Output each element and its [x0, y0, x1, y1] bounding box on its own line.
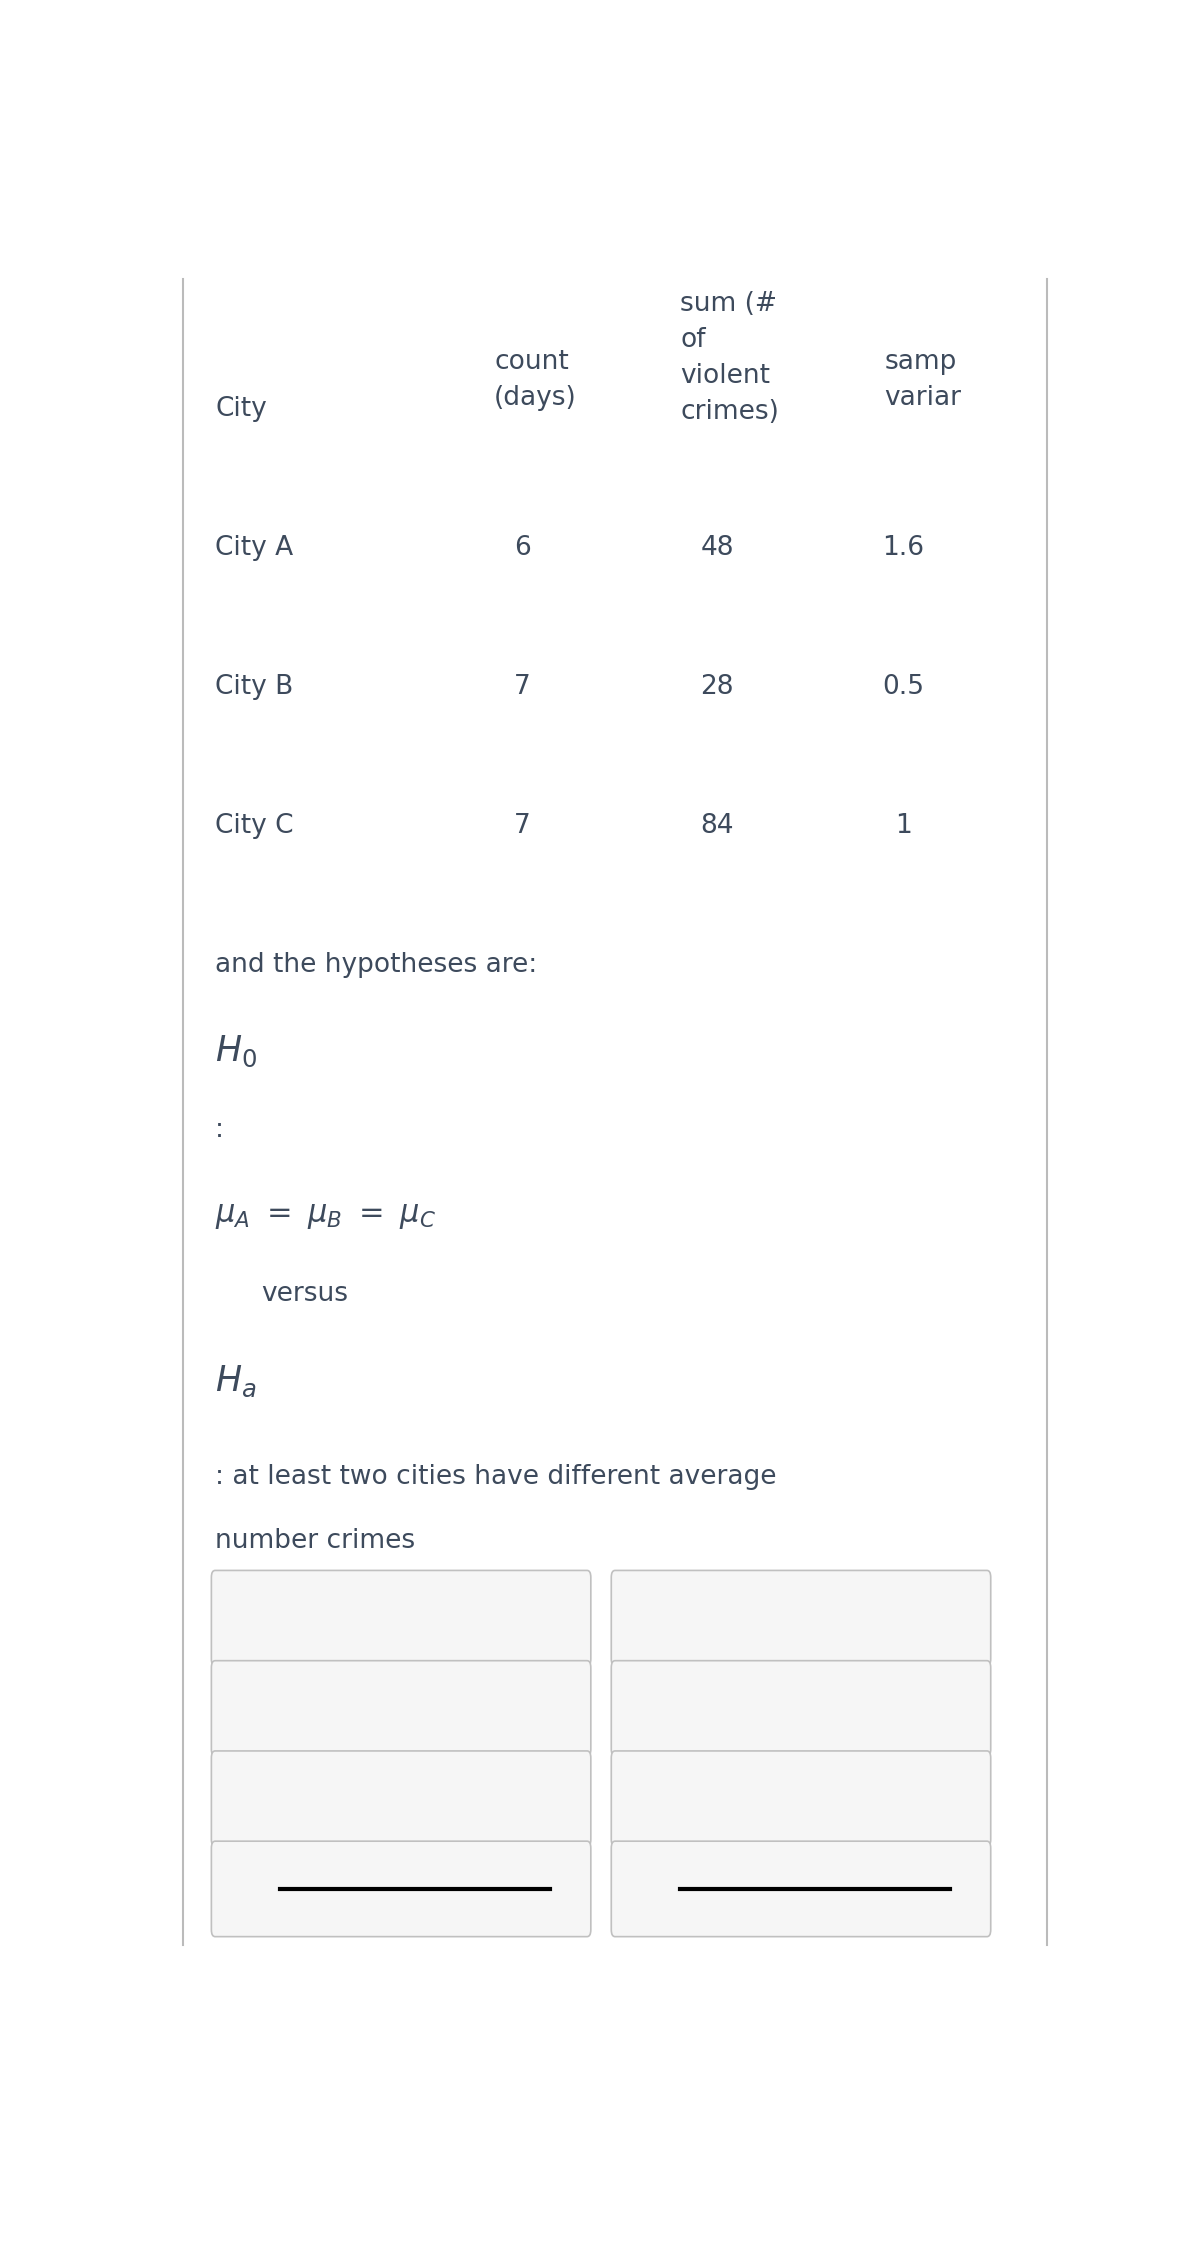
- FancyBboxPatch shape: [611, 1571, 991, 1666]
- Text: and the hypotheses are:: and the hypotheses are:: [215, 951, 538, 978]
- FancyBboxPatch shape: [211, 1661, 590, 1756]
- Text: samp
variar: samp variar: [884, 349, 961, 410]
- Text: City C: City C: [215, 814, 294, 838]
- Text: number crimes: number crimes: [215, 1528, 415, 1553]
- Text: $H_0$: $H_0$: [215, 1035, 257, 1068]
- Text: : at least two cities have different average: : at least two cities have different ave…: [215, 1463, 776, 1490]
- Text: 84: 84: [701, 814, 734, 838]
- Text: sum (#
of
violent
crimes): sum (# of violent crimes): [680, 291, 779, 426]
- Text: 7: 7: [514, 674, 530, 701]
- Text: 0.5: 0.5: [882, 674, 924, 701]
- Text: 28: 28: [701, 674, 734, 701]
- Text: versus: versus: [262, 1283, 349, 1307]
- Text: City A: City A: [215, 534, 293, 561]
- FancyBboxPatch shape: [611, 1842, 991, 1936]
- Text: $\mu_A \ = \ \mu_B \ = \ \mu_C$: $\mu_A \ = \ \mu_B \ = \ \mu_C$: [215, 1201, 436, 1231]
- Text: City: City: [215, 397, 266, 421]
- FancyBboxPatch shape: [611, 1751, 991, 1846]
- FancyBboxPatch shape: [211, 1842, 590, 1936]
- Text: 7: 7: [514, 814, 530, 838]
- Text: $H_a$: $H_a$: [215, 1364, 257, 1400]
- Text: 1.6: 1.6: [882, 534, 924, 561]
- Text: :: :: [215, 1116, 224, 1143]
- Text: City B: City B: [215, 674, 293, 701]
- Text: 48: 48: [701, 534, 734, 561]
- Text: 6: 6: [514, 534, 530, 561]
- FancyBboxPatch shape: [211, 1571, 590, 1666]
- Text: count
(days): count (days): [494, 349, 577, 410]
- FancyBboxPatch shape: [211, 1751, 590, 1846]
- Text: 1: 1: [895, 814, 912, 838]
- FancyBboxPatch shape: [611, 1661, 991, 1756]
